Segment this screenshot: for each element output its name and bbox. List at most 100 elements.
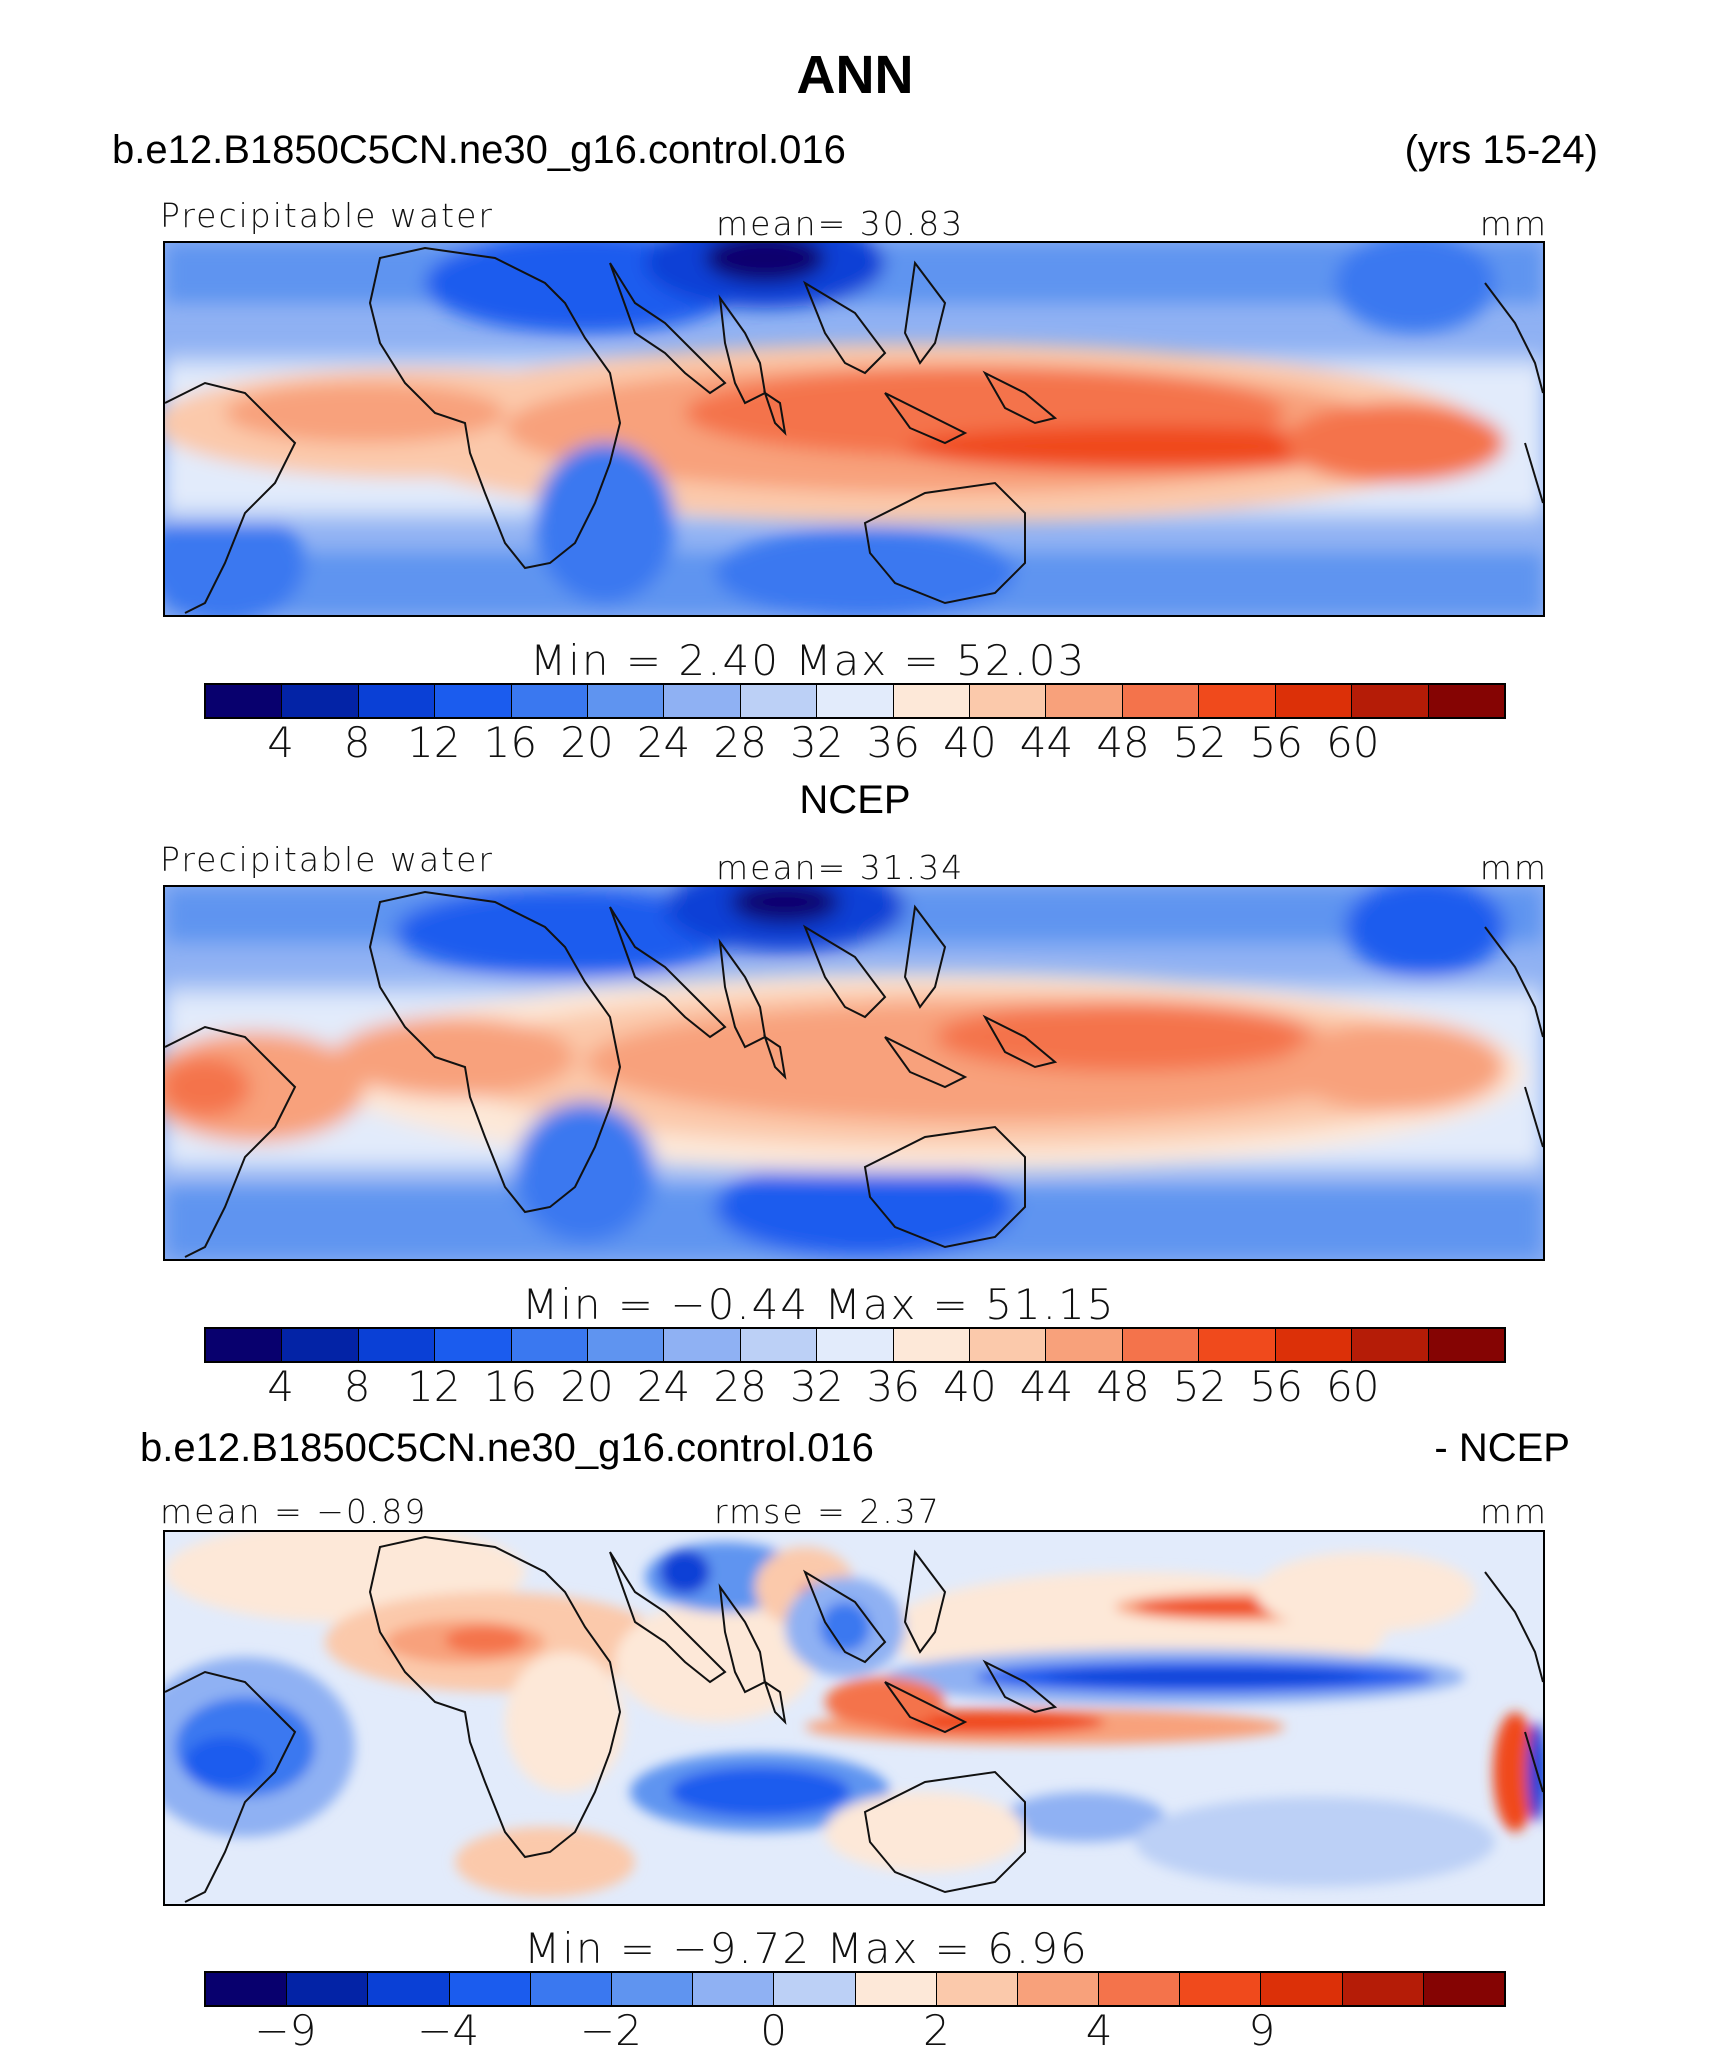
colorbar-swatch — [693, 1973, 775, 2005]
colorbar-tick-label: 36 — [866, 718, 920, 767]
colorbar-swatch — [1046, 1329, 1123, 1361]
colorbar-swatch — [774, 1973, 856, 2005]
colorbar-swatch — [664, 1329, 741, 1361]
colorbar-tick-label: 44 — [1019, 718, 1074, 767]
panel2-units-label: mm — [1479, 848, 1548, 887]
colorbar-swatch — [1099, 1973, 1181, 2005]
panel3-title-left: b.e12.B1850C5CN.ne30_g16.control.016 — [140, 1426, 874, 1470]
colorbar-swatch — [893, 1329, 971, 1361]
colorbar-tick-label: 52 — [1172, 718, 1227, 767]
colorbar-swatch — [1122, 685, 1200, 717]
colorbar-tick-label: 40 — [943, 1362, 997, 1411]
panel2-colorbar — [204, 1327, 1506, 1363]
colorbar-swatch — [1122, 1329, 1200, 1361]
colorbar-swatch — [855, 1973, 937, 2005]
colorbar-tick-label: 36 — [866, 1362, 920, 1411]
panel1-units-label: mm — [1479, 204, 1548, 243]
colorbar-swatch — [435, 685, 512, 717]
panel3-map — [163, 1530, 1545, 1906]
colorbar-tick-label: 32 — [789, 718, 844, 767]
colorbar-swatch — [1275, 685, 1353, 717]
colorbar-tick-label: 16 — [483, 718, 538, 767]
colorbar-tick-label: 60 — [1326, 718, 1380, 767]
colorbar-tick-label: 60 — [1326, 1362, 1380, 1411]
colorbar-swatch — [1017, 1973, 1100, 2005]
panel3-rmse-label: rmse = 2.37 — [714, 1492, 941, 1531]
colorbar-tick-label: 0 — [760, 2006, 787, 2055]
panel3-minmax-label: Min = −9.72 Max = 6.96 — [524, 1924, 1089, 1973]
panel2-mean-label: mean= 31.34 — [716, 848, 965, 887]
colorbar-swatch — [588, 1329, 665, 1361]
colorbar-swatch — [1428, 1329, 1504, 1361]
colorbar-swatch — [511, 1329, 589, 1361]
colorbar-tick-label: 4 — [267, 718, 294, 767]
colorbar-swatch — [740, 685, 818, 717]
colorbar-swatch — [1428, 685, 1504, 717]
colorbar-swatch — [1261, 1973, 1343, 2005]
panel1-colorbar — [204, 683, 1506, 719]
colorbar-swatch — [530, 1973, 612, 2005]
panel1-map — [163, 241, 1545, 617]
colorbar-tick-label: 48 — [1096, 1362, 1150, 1411]
panel3-title-right: - NCEP — [1434, 1426, 1570, 1470]
colorbar-tick-label: 8 — [343, 1362, 371, 1411]
colorbar-swatch — [368, 1973, 450, 2005]
colorbar-tick-label: 12 — [407, 718, 461, 767]
panel1-variable-label: Precipitable water — [160, 196, 494, 235]
colorbar-swatch — [1352, 685, 1429, 717]
colorbar-swatch — [588, 685, 665, 717]
panel2-tick-labels: 4 8 12 16 20 24 28 32 36 40 44 48 52 56 60 — [0, 1362, 1710, 1412]
colorbar-swatch — [449, 1973, 531, 2005]
panel3-tick-labels: −9 −4 −2 0 2 4 9 — [0, 2006, 1710, 2056]
colorbar-tick-label: 12 — [407, 1362, 461, 1411]
colorbar-tick-label: 28 — [713, 1362, 767, 1411]
colorbar-swatch — [970, 685, 1047, 717]
colorbar-tick-label: 4 — [267, 1362, 294, 1411]
colorbar-swatch — [817, 685, 894, 717]
colorbar-tick-label: 24 — [636, 718, 691, 767]
colorbar-swatch — [206, 685, 283, 717]
panel2-minmax-label: Min = −0.44 Max = 51.15 — [522, 1280, 1116, 1329]
panel3-colorbar — [204, 1971, 1506, 2007]
colorbar-tick-label: 8 — [343, 718, 371, 767]
colorbar-swatch — [511, 685, 589, 717]
colorbar-swatch — [435, 1329, 512, 1361]
colorbar-tick-label: 44 — [1019, 1362, 1074, 1411]
panel1-tick-labels: 4 8 12 16 20 24 28 32 36 40 44 48 52 56 60 — [0, 718, 1710, 768]
colorbar-swatch — [1180, 1973, 1262, 2005]
colorbar-tick-label: 52 — [1172, 1362, 1227, 1411]
colorbar-swatch — [1423, 1973, 1504, 2005]
colorbar-swatch — [1352, 1329, 1429, 1361]
colorbar-swatch — [664, 685, 741, 717]
case-name: b.e12.B1850C5CN.ne30_g16.control.016 — [112, 128, 846, 172]
panel2-map — [163, 885, 1545, 1261]
panel1-mean-label: mean= 30.83 — [716, 204, 965, 243]
panel2-variable-label: Precipitable water — [160, 840, 494, 879]
colorbar-swatch — [740, 1329, 818, 1361]
colorbar-tick-label: 20 — [560, 718, 614, 767]
colorbar-swatch — [282, 1329, 359, 1361]
colorbar-tick-label: 4 — [1085, 2006, 1113, 2055]
colorbar-swatch — [611, 1973, 694, 2005]
colorbar-swatch — [358, 685, 436, 717]
colorbar-tick-label: 56 — [1249, 718, 1303, 767]
colorbar-tick-label: 40 — [943, 718, 997, 767]
colorbar-swatch — [282, 685, 359, 717]
colorbar-swatch — [206, 1973, 288, 2005]
colorbar-tick-label: 9 — [1248, 2006, 1276, 2055]
colorbar-swatch — [1199, 685, 1276, 717]
colorbar-swatch — [1046, 685, 1123, 717]
colorbar-tick-label: 2 — [923, 2006, 950, 2055]
panel2-title: NCEP — [799, 778, 911, 822]
colorbar-swatch — [893, 685, 971, 717]
colorbar-tick-label: 32 — [789, 1362, 844, 1411]
colorbar-swatch — [1275, 1329, 1353, 1361]
colorbar-swatch — [287, 1973, 369, 2005]
colorbar-swatch — [1199, 1329, 1276, 1361]
figure-title: ANN — [796, 45, 914, 105]
colorbar-tick-label: 48 — [1096, 718, 1150, 767]
colorbar-tick-label: 28 — [713, 718, 767, 767]
colorbar-tick-label: 24 — [636, 1362, 691, 1411]
colorbar-swatch — [817, 1329, 894, 1361]
colorbar-tick-label: −4 — [417, 2006, 480, 2055]
